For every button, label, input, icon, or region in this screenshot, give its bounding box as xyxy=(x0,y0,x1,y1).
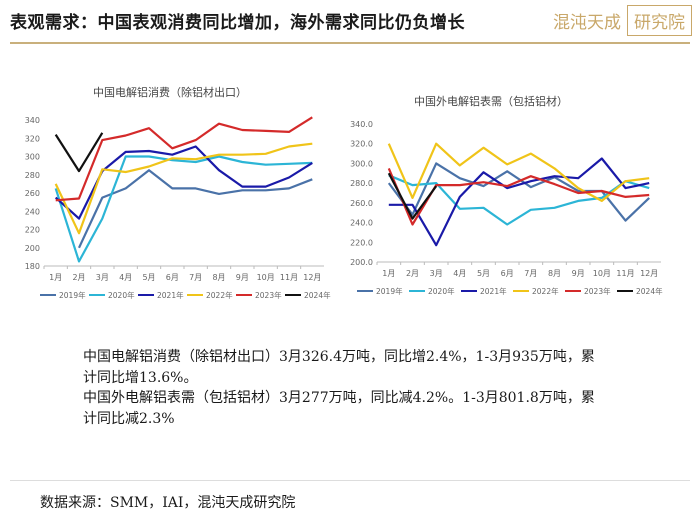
page-title: 表观需求：中国表观消费同比增加，海外需求同比仍负增长 xyxy=(10,13,465,33)
y-tick-label: 240.0 xyxy=(350,219,373,228)
note-overseas: 中国外电解铝表需（包括铝材）3月277万吨，同比减4.2%。1-3月801.8万… xyxy=(83,390,595,427)
notes-block: 中国电解铝消费（除铝材出口）3月326.4万吨，同比增2.4%，1-3月935万… xyxy=(83,347,603,429)
series-line-2024年 xyxy=(54,132,104,173)
x-tick-label: 5月 xyxy=(477,269,490,278)
series-line-2019年 xyxy=(78,169,313,249)
series-line-2022年 xyxy=(54,142,313,235)
logo-left-text: 混沌天成 xyxy=(553,12,621,33)
y-tick-label: 340.0 xyxy=(350,120,373,129)
x-tick-label: 3月 xyxy=(96,273,109,282)
y-tick-label: 220.0 xyxy=(350,238,373,247)
legend-label: 2024年 xyxy=(636,286,663,296)
legend-label: 2023年 xyxy=(255,290,282,300)
header-divider xyxy=(10,42,690,44)
legend-label: 2021年 xyxy=(480,286,507,296)
y-tick-label: 180 xyxy=(25,262,40,271)
note-china: 中国电解铝消费（除铝材出口）3月326.4万吨，同比增2.4%，1-3月935万… xyxy=(83,349,595,386)
y-tick-label: 260.0 xyxy=(350,199,373,208)
series-line-2023年 xyxy=(55,116,313,202)
y-tick-label: 280.0 xyxy=(350,179,373,188)
legend-label: 2024年 xyxy=(304,290,331,300)
series-line-2021年 xyxy=(54,145,313,220)
y-tick-label: 220 xyxy=(25,226,40,235)
y-tick-label: 200.0 xyxy=(350,258,373,267)
x-tick-label: 6月 xyxy=(501,269,514,278)
legend-label: 2022年 xyxy=(206,290,233,300)
y-tick-label: 240 xyxy=(25,207,40,216)
x-tick-label: 1月 xyxy=(382,269,395,278)
x-tick-label: 10月 xyxy=(593,269,611,278)
legend-label: 2023年 xyxy=(584,286,611,296)
legend-label: 2021年 xyxy=(157,290,184,300)
y-tick-label: 300.0 xyxy=(350,159,373,168)
series-line-2020年 xyxy=(388,174,650,226)
source-text: 数据来源：SMM，IAI，混沌天成研究院 xyxy=(40,495,296,511)
x-tick-label: 10月 xyxy=(257,273,275,282)
chart-title: 中国电解铝消费（除铝材出口） xyxy=(93,85,247,99)
legend-label: 2019年 xyxy=(376,286,403,296)
x-tick-label: 8月 xyxy=(548,269,561,278)
x-tick-label: 7月 xyxy=(524,269,537,278)
series-line-2020年 xyxy=(54,155,313,263)
x-tick-label: 2月 xyxy=(406,269,419,278)
overseas-demand-chart: 中国外电解铝表需（包括铝材） 200.0 220.0 240.0 260.0 280.0 3… xyxy=(350,94,663,296)
x-tick-label: 9月 xyxy=(236,273,249,282)
y-tick-label: 200 xyxy=(25,244,40,253)
x-tick-label: 9月 xyxy=(572,269,585,278)
footer-divider xyxy=(10,480,690,481)
logo: 混沌天成 研究院 xyxy=(549,4,692,36)
series-line-2022年 xyxy=(387,142,650,202)
x-tick-label: 7月 xyxy=(189,273,202,282)
y-tick-label: 320.0 xyxy=(350,140,373,149)
logo-right-text: 研究院 xyxy=(627,4,692,36)
series-line-2021年 xyxy=(388,157,650,247)
legend-label: 2020年 xyxy=(428,286,455,296)
y-tick-label: 340 xyxy=(25,116,40,125)
x-tick-label: 11月 xyxy=(280,273,298,282)
x-tick-label: 11月 xyxy=(616,269,634,278)
china-consumption-chart: 中国电解铝消费（除铝材出口） 180 200 220 240 260 280 300 320 34… xyxy=(25,85,331,300)
x-tick-label: 3月 xyxy=(430,269,443,278)
y-tick-label: 260 xyxy=(25,189,40,198)
x-tick-label: 4月 xyxy=(453,269,466,278)
x-tick-label: 2月 xyxy=(72,273,85,282)
y-tick-label: 320 xyxy=(25,134,40,143)
legend-label: 2022年 xyxy=(532,286,559,296)
chart-title: 中国外电解铝表需（包括铝材） xyxy=(414,94,568,108)
x-tick-label: 1月 xyxy=(49,273,62,282)
x-tick-label: 8月 xyxy=(212,273,225,282)
legend-label: 2020年 xyxy=(108,290,135,300)
x-tick-label: 6月 xyxy=(166,273,179,282)
x-tick-label: 5月 xyxy=(142,273,155,282)
x-tick-label: 12月 xyxy=(303,273,321,282)
x-tick-label: 12月 xyxy=(640,269,658,278)
y-tick-label: 300 xyxy=(25,153,40,162)
y-tick-label: 280 xyxy=(25,171,40,180)
x-tick-label: 4月 xyxy=(119,273,132,282)
legend-label: 2019年 xyxy=(59,290,86,300)
series-line-2024年 xyxy=(387,172,438,220)
